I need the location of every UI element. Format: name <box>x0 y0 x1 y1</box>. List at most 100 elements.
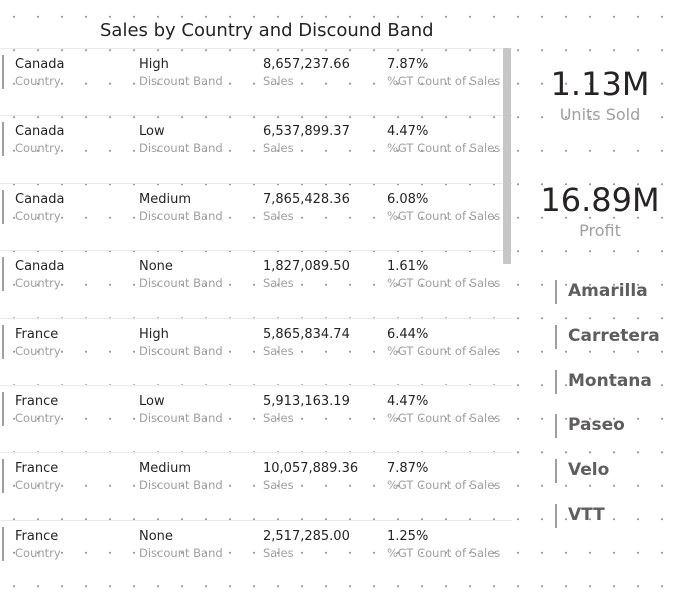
units-sold-label: Units Sold <box>559 105 641 124</box>
row-accent-bar <box>2 391 4 426</box>
pct-label: %GT Count of Sales <box>387 74 501 88</box>
discount-band-label: Discount Band <box>139 276 223 291</box>
pct-value: 7.87% <box>387 57 429 72</box>
profit-value: 16.89M <box>540 181 660 219</box>
country-label: Country <box>15 410 61 425</box>
discount-band-value: Low <box>139 124 165 140</box>
country-value: France <box>15 393 59 409</box>
slicer-item-label: Velo <box>568 460 610 481</box>
discount-band-label: Discount Band <box>139 545 223 560</box>
country-value: Canada <box>15 191 65 207</box>
slicer-item-label: VTT <box>568 504 605 525</box>
slicer-item-bar <box>555 369 557 394</box>
row-accent-bar <box>2 122 4 157</box>
slicer-item-bar <box>555 459 557 484</box>
country-value: Canada <box>15 259 65 275</box>
discount-band-label: Discount Band <box>139 141 223 156</box>
country-value: Canada <box>15 57 65 72</box>
discount-band-value: High <box>139 326 169 342</box>
pct-label: %GT Count of Sales <box>387 208 501 223</box>
row-accent-bar <box>2 189 4 224</box>
pct-label: %GT Count of Sales <box>387 141 501 156</box>
sales-label: Sales <box>263 545 294 560</box>
units-sold-card[interactable]: 1.13M Units Sold <box>520 64 675 126</box>
pct-value: 4.47% <box>387 124 429 140</box>
table-row[interactable]: France Country Low Discount Band 5,913,163… <box>0 384 512 452</box>
sales-value: 6,537,899.37 <box>263 124 350 140</box>
sales-label: Sales <box>263 208 294 223</box>
pct-label: %GT Count of Sales <box>387 276 501 291</box>
country-value: France <box>15 326 59 342</box>
discount-band-label: Discount Band <box>139 74 223 88</box>
pct-value: 4.47% <box>387 393 429 409</box>
pct-value: 1.25% <box>387 528 429 544</box>
pct-value: 1.61% <box>387 259 429 275</box>
country-label: Country <box>15 478 61 493</box>
sales-value: 7,865,428.36 <box>263 191 350 207</box>
sales-value: 5,913,163.19 <box>263 393 350 409</box>
table-row[interactable]: Canada Country Medium Discount Band 7,865,… <box>0 182 512 250</box>
discount-band-label: Discount Band <box>139 410 223 425</box>
sales-label: Sales <box>263 74 294 88</box>
table-row[interactable]: Canada Country Low Discount Band 6,537,899… <box>0 115 512 182</box>
sales-value: 8,657,237.66 <box>263 57 350 72</box>
table-row[interactable]: Canada Country High Discount Band 8,657,23… <box>0 48 512 115</box>
sales-value: 10,057,889.36 <box>263 461 359 477</box>
sales-label: Sales <box>263 141 294 156</box>
table-row[interactable]: France Country High Discount Band 5,865,83… <box>0 317 512 385</box>
vertical-scrollbar[interactable] <box>503 48 511 264</box>
sales-label: Sales <box>263 343 294 358</box>
country-value: France <box>15 528 59 544</box>
slicer-item-bar <box>555 280 557 304</box>
discount-band-value: Medium <box>139 191 191 207</box>
sales-value: 1,827,089.50 <box>263 259 350 275</box>
slicer-item-label: Paseo <box>568 415 625 436</box>
country-value: France <box>15 461 59 477</box>
country-label: Country <box>15 276 61 291</box>
slicer-item-label: Montana <box>568 370 652 391</box>
pct-label: %GT Count of Sales <box>387 545 501 560</box>
pct-value: 6.08% <box>387 191 429 207</box>
discount-band-label: Discount Band <box>139 208 223 223</box>
discount-band-label: Discount Band <box>139 343 223 358</box>
sales-label: Sales <box>263 276 294 291</box>
row-accent-bar <box>2 526 4 561</box>
pct-label: %GT Count of Sales <box>387 343 501 358</box>
profit-card[interactable]: 16.89M Profit <box>520 180 675 242</box>
sales-label: Sales <box>263 478 294 493</box>
slicer-item-label: Amarilla <box>568 281 648 301</box>
country-value: Canada <box>15 124 65 140</box>
sales-value: 5,865,834.74 <box>263 326 350 342</box>
country-label: Country <box>15 545 61 560</box>
sales-label: Sales <box>263 410 294 425</box>
discount-band-label: Discount Band <box>139 478 223 493</box>
country-label: Country <box>15 74 61 88</box>
pct-value: 6.44% <box>387 326 429 342</box>
row-accent-bar <box>2 459 4 494</box>
country-label: Country <box>15 141 61 156</box>
row-accent-bar <box>2 324 4 359</box>
slicer-item-bar <box>555 503 557 528</box>
table-row[interactable]: France Country None Discount Band 2,517,28… <box>0 519 512 587</box>
discount-band-value: None <box>139 528 173 544</box>
slicer-item-bar <box>555 324 557 349</box>
pct-label: %GT Count of Sales <box>387 478 501 493</box>
units-sold-value: 1.13M <box>550 65 650 103</box>
sales-value: 2,517,285.00 <box>263 528 350 544</box>
row-accent-bar <box>2 257 4 292</box>
country-label: Country <box>15 343 61 358</box>
table-row[interactable]: Canada Country None Discount Band 1,827,08… <box>0 250 512 317</box>
pct-value: 7.87% <box>387 461 429 477</box>
country-label: Country <box>15 208 61 223</box>
table-row[interactable]: France Country Medium Discount Band 10,057… <box>0 452 512 519</box>
visual-title: Sales by Country and Discound Band <box>100 20 434 41</box>
discount-band-value: Medium <box>139 461 191 477</box>
slicer-item-label: Carretera <box>568 325 660 346</box>
multi-row-card[interactable]: Canada Country High Discount Band 8,657,23… <box>0 48 512 587</box>
slicer-item-bar <box>555 414 557 439</box>
discount-band-value: Low <box>139 393 165 409</box>
profit-label: Profit <box>579 221 621 240</box>
discount-band-value: High <box>139 57 169 72</box>
row-accent-bar <box>2 55 4 89</box>
discount-band-value: None <box>139 259 173 275</box>
